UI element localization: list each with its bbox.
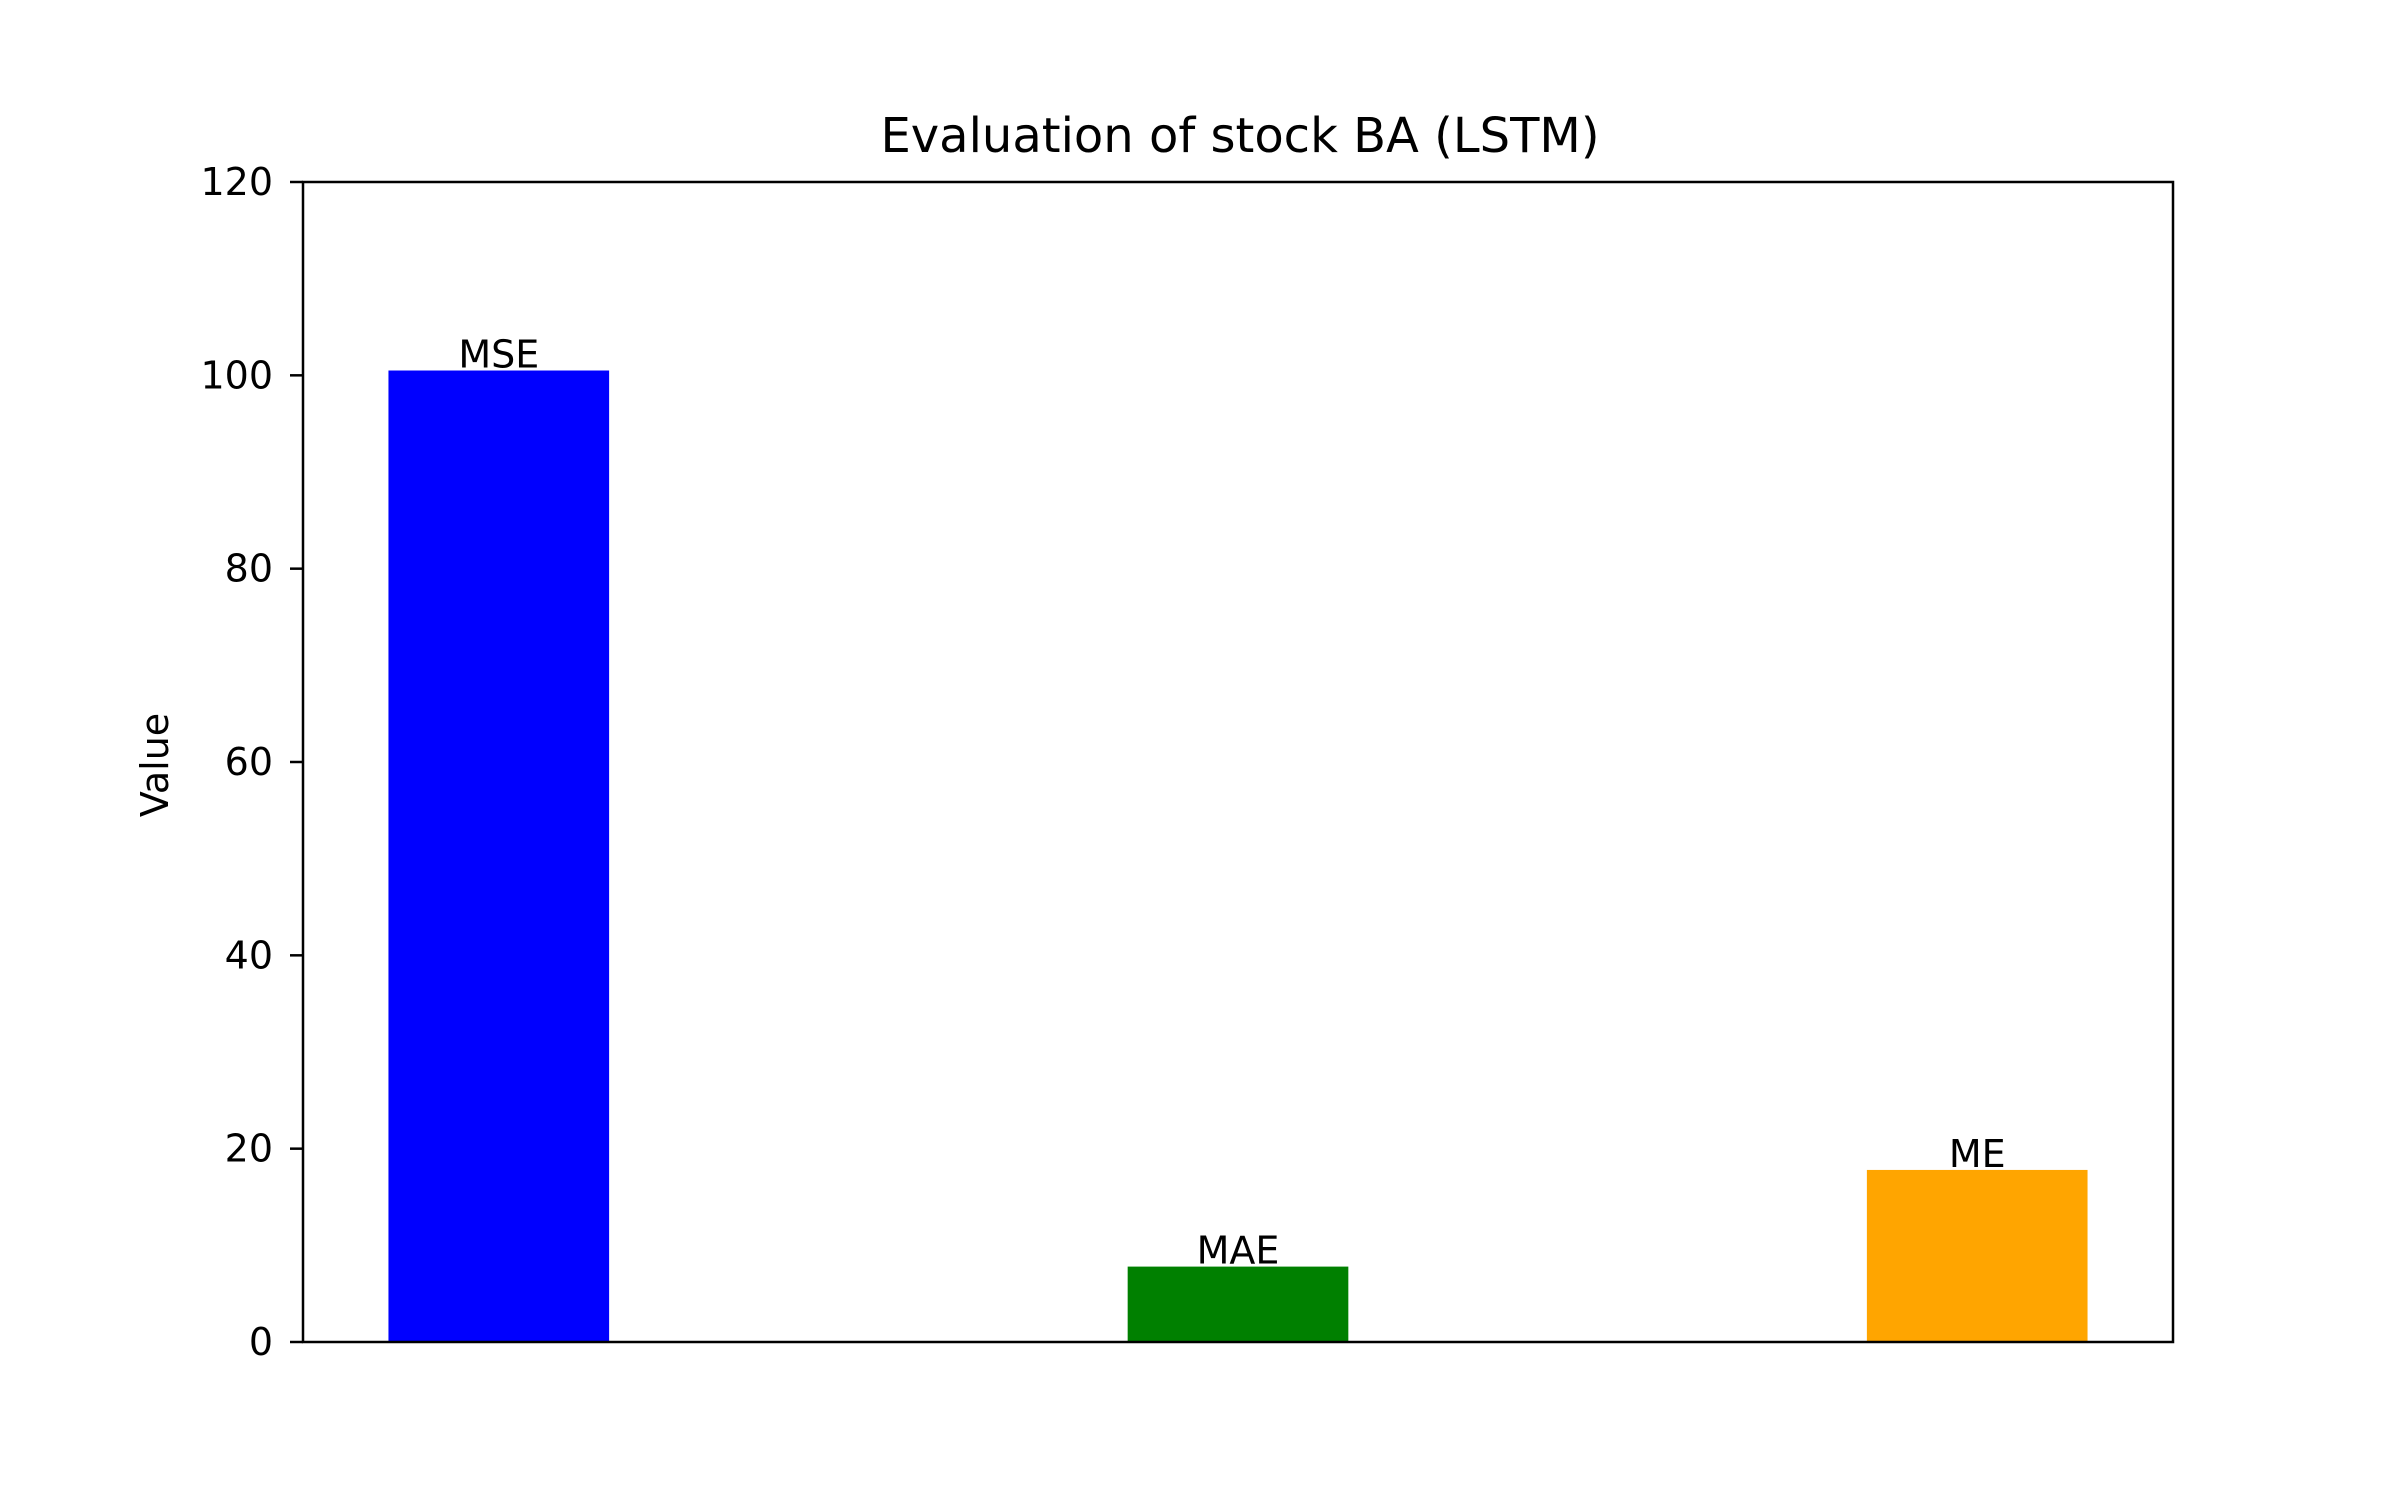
- bar-mae: [1127, 1266, 1349, 1342]
- bar-label-mae: MAE: [1197, 1229, 1280, 1273]
- bars: [388, 370, 2088, 1342]
- plot-area-frame: [301, 180, 2175, 1344]
- chart-title: Evaluation of stock BA (LSTM): [880, 108, 1599, 164]
- bar-label-me: ME: [1949, 1132, 2006, 1176]
- y-axis-ticks: 0 20 40 60 80 100 120: [200, 160, 303, 1364]
- bar-labels: MSE MAE ME: [458, 333, 2005, 1273]
- y-tick-label: 40: [225, 933, 273, 977]
- y-tick-label: 80: [225, 547, 273, 591]
- y-tick-label: 120: [200, 160, 273, 204]
- bar-label-mse: MSE: [458, 333, 539, 377]
- y-tick-label: 0: [249, 1320, 273, 1364]
- y-tick-label: 100: [200, 353, 273, 397]
- bar-me: [1866, 1169, 2088, 1342]
- y-axis-label: Value: [133, 713, 177, 817]
- y-tick-label: 20: [225, 1127, 273, 1171]
- y-tick-label: 60: [225, 740, 273, 784]
- bar-mse: [388, 370, 610, 1342]
